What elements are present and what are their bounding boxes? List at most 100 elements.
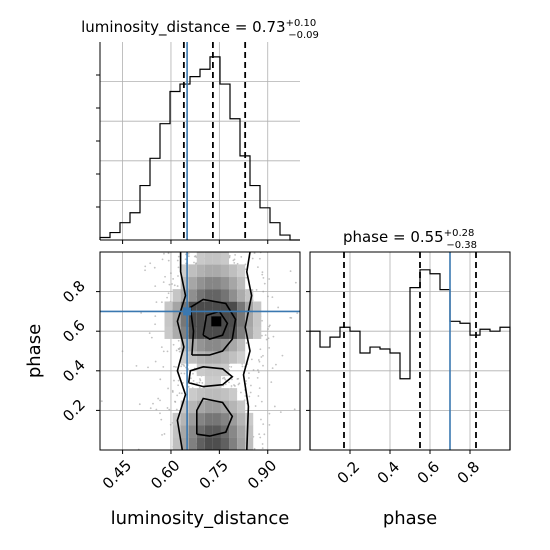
p3-scatter-point [144, 269, 146, 272]
p3-scatter-point [198, 381, 201, 384]
p3-density-cell [212, 252, 221, 265]
p3-scatter-point [192, 379, 195, 382]
p3-scatter-point [257, 359, 260, 361]
p3-scatter-point [193, 261, 195, 264]
p3-scatter-point [182, 363, 185, 366]
p3-density-cell [196, 289, 205, 302]
p3-scatter-point [181, 363, 183, 366]
p3-scatter-point [232, 259, 235, 262]
p3-scatter-point [154, 360, 157, 363]
p3-scatter-point [160, 301, 163, 304]
p3-scatter-point [268, 423, 271, 426]
p3-scatter-point [275, 363, 277, 366]
p3-x-tick-label: 0.60 [147, 456, 183, 492]
p3-density-cell [237, 425, 246, 438]
p3-scatter-point [180, 372, 183, 375]
p3-scatter-point [187, 255, 190, 258]
p3-scatter-point [189, 377, 192, 380]
p3-density-cell [180, 338, 189, 352]
p3-density-shading [164, 252, 262, 450]
p3-scatter-point [228, 381, 230, 384]
p3-contour-inner-upper [202, 310, 229, 340]
p3-scatter-point [166, 407, 169, 409]
p3-scatter-point [161, 258, 164, 261]
p3-density-cell [253, 301, 262, 315]
p3-density-cell [212, 375, 221, 389]
p3-density-cell [229, 388, 238, 401]
p3-scatter-point [140, 312, 142, 314]
p3-scatter-point [164, 275, 166, 278]
p3-density-cell [237, 400, 246, 414]
p3-scatter-point [172, 278, 175, 280]
p3-density-cell [172, 301, 181, 315]
p3-scatter-point [138, 403, 141, 406]
p3-density-cell [212, 363, 221, 377]
p3-scatter-point [176, 285, 179, 287]
p3-density-cell [237, 326, 246, 339]
p3-scatter-point [268, 278, 271, 280]
p3-scatter-point [178, 350, 181, 353]
p3-density-cell [220, 388, 230, 401]
p3-density-cell [180, 326, 189, 339]
p3-scatter-point [160, 418, 163, 421]
p3-density-cell [212, 276, 221, 290]
p3-density-cell [212, 400, 221, 414]
p3-density-cell [180, 412, 189, 426]
p3-density-cell [196, 313, 205, 327]
p3-density-cell [245, 289, 254, 302]
p3-scatter-point [245, 276, 248, 279]
p3-scatter-point [260, 356, 263, 358]
p3-scatter-point [267, 337, 270, 340]
p3-scatter-point [178, 392, 181, 395]
p3-scatter-point [248, 395, 251, 398]
p2-x-tick-label: 0.8 [454, 458, 484, 488]
p3-density-cell [172, 326, 181, 339]
p3-density-cell [180, 276, 189, 290]
p3-density-cell [172, 412, 181, 426]
p3-density-cell [220, 412, 230, 426]
p3-density-cell [188, 301, 197, 315]
p3-scatter-point [263, 282, 266, 285]
p3-density-cell [188, 400, 197, 414]
p3-scatter-point [236, 262, 239, 265]
p3-density-cell [220, 276, 230, 290]
p3-density-cell [229, 338, 238, 352]
p3-density-cell [196, 301, 205, 315]
p3-density-cell [196, 338, 205, 352]
p3-scatter-point [184, 258, 187, 261]
p3-density-cell [220, 264, 230, 278]
p3-scatter-point [173, 365, 175, 368]
p3-scatter-point [277, 306, 280, 309]
p3-density-cell [220, 289, 230, 302]
p3-scatter-point [268, 325, 270, 328]
p3-scatter-point [261, 271, 264, 274]
p3-density-cell [220, 351, 230, 364]
p3-density-cell [237, 437, 246, 450]
p2-quantile-lines [343, 252, 477, 450]
p3-density-cell [204, 388, 213, 401]
p3-density-cell [237, 313, 246, 327]
p3-scatter-point [268, 346, 271, 349]
p3-scatter-point [245, 342, 248, 344]
p3-scatter-point [253, 252, 256, 255]
p3-density-cell [229, 264, 238, 278]
p3-scatter-point [261, 443, 264, 445]
p3-scatter-point [260, 418, 262, 421]
p3-scatter-point [196, 382, 198, 385]
p3-scatter-point [153, 266, 156, 269]
p3-scatter-point [234, 254, 237, 256]
p3-scatter-point [180, 365, 183, 368]
p3-density-cell [188, 412, 197, 426]
p1-title: luminosity_distance = 0.73+0.10 −0.09 [81, 18, 319, 41]
p3-scatter-point [144, 265, 147, 268]
p3-scatter-point [265, 338, 268, 341]
p3-scatter-point [248, 377, 250, 379]
p3-scatter-point [237, 383, 240, 386]
p3-scatter-point [256, 376, 259, 379]
p3-scatter-point [262, 423, 265, 426]
p3-density-cell [188, 437, 197, 450]
p3-scatter-point [168, 408, 171, 411]
p3-density-cell [172, 313, 181, 327]
p2-xlabel: phase [383, 508, 437, 529]
